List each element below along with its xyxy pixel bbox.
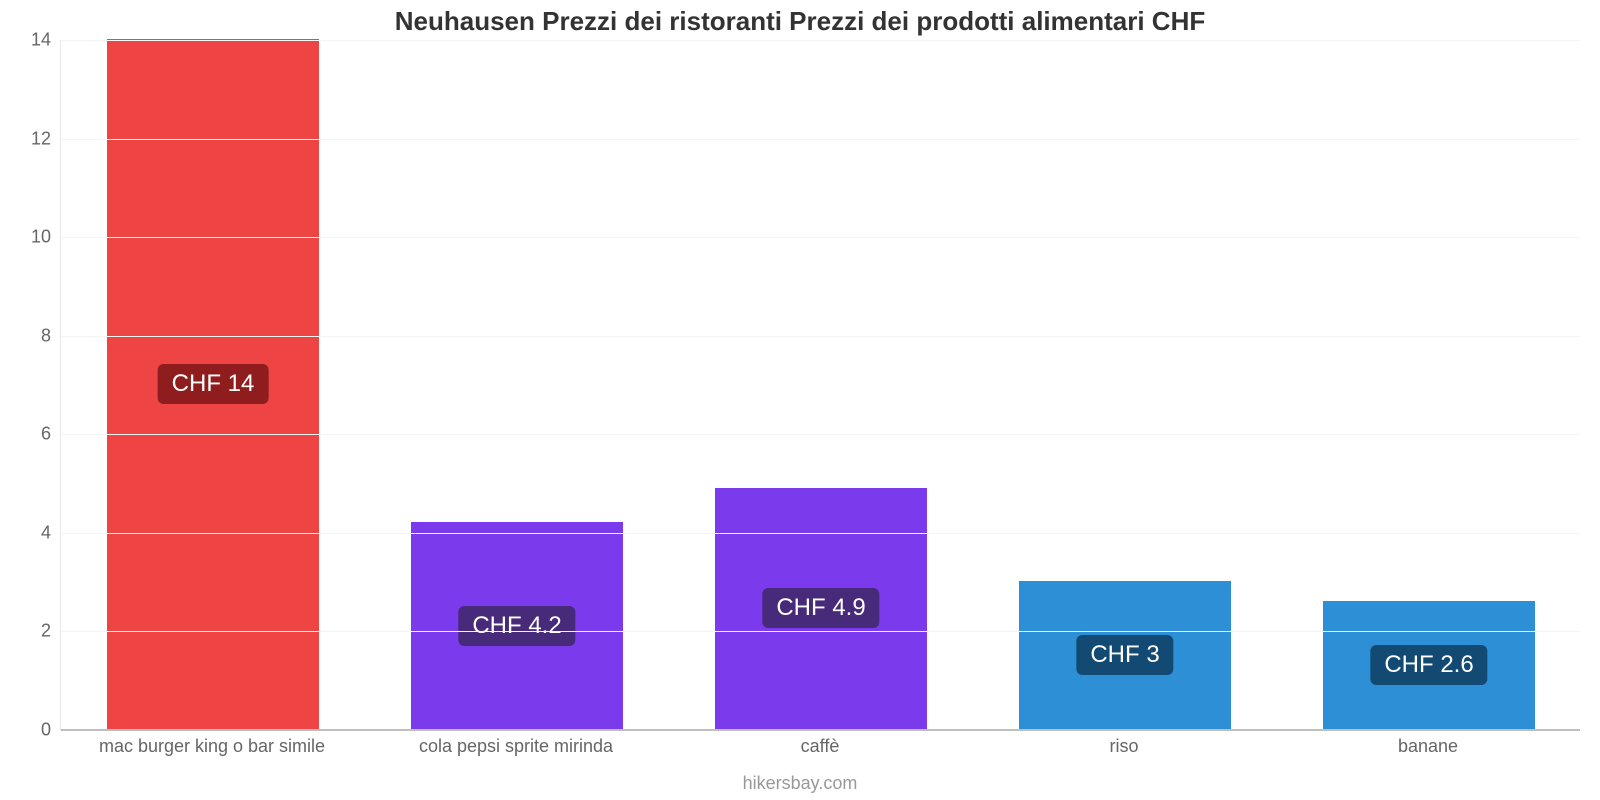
- grid-line: [61, 139, 1580, 140]
- bar-slot: CHF 4.9: [669, 40, 973, 729]
- x-tick-label: riso: [1109, 736, 1138, 757]
- bar-slot: CHF 2.6: [1277, 40, 1581, 729]
- x-tick-label: banane: [1398, 736, 1458, 757]
- grid-line: [61, 336, 1580, 337]
- bars-layer: CHF 14 CHF 4.2 CHF 4.9 CHF 3 CHF 2.6: [61, 40, 1580, 729]
- plot-area: CHF 14CHF 4.2CHF 4.9CHF 3CHF 2.6 0246810…: [60, 40, 1580, 730]
- bar-slot: CHF 14: [61, 40, 365, 729]
- y-tick-label: 10: [31, 227, 51, 248]
- y-tick-label: 6: [41, 424, 51, 445]
- x-tick-label: mac burger king o bar simile: [99, 736, 325, 757]
- value-badge: CHF 2.6: [1370, 645, 1487, 685]
- y-tick-label: 14: [31, 30, 51, 51]
- grid-line: [61, 730, 1580, 731]
- y-tick-label: 2: [41, 621, 51, 642]
- grid-line: [61, 631, 1580, 632]
- value-badge: CHF 3: [1076, 635, 1173, 675]
- x-tick-label: caffè: [801, 736, 840, 757]
- price-bar-chart: Neuhausen Prezzi dei ristoranti Prezzi d…: [0, 0, 1600, 800]
- chart-title: Neuhausen Prezzi dei ristoranti Prezzi d…: [0, 6, 1600, 37]
- grid-line: [61, 533, 1580, 534]
- bar-slot: CHF 4.2: [365, 40, 669, 729]
- y-tick-label: 4: [41, 522, 51, 543]
- value-badge: CHF 4.9: [762, 588, 879, 628]
- bar-slot: CHF 3: [973, 40, 1277, 729]
- y-tick-label: 12: [31, 128, 51, 149]
- y-tick-label: 0: [41, 720, 51, 741]
- x-axis-labels: mac burger king o bar simile cola pepsi s…: [60, 736, 1580, 766]
- grid-line: [61, 40, 1580, 41]
- x-tick-label: cola pepsi sprite mirinda: [419, 736, 613, 757]
- y-tick-label: 8: [41, 325, 51, 346]
- grid-line: [61, 237, 1580, 238]
- value-badge: CHF 14: [158, 364, 269, 404]
- grid-line: [61, 434, 1580, 435]
- attribution-text: hikersbay.com: [0, 773, 1600, 794]
- value-badge: CHF 4.2: [458, 606, 575, 646]
